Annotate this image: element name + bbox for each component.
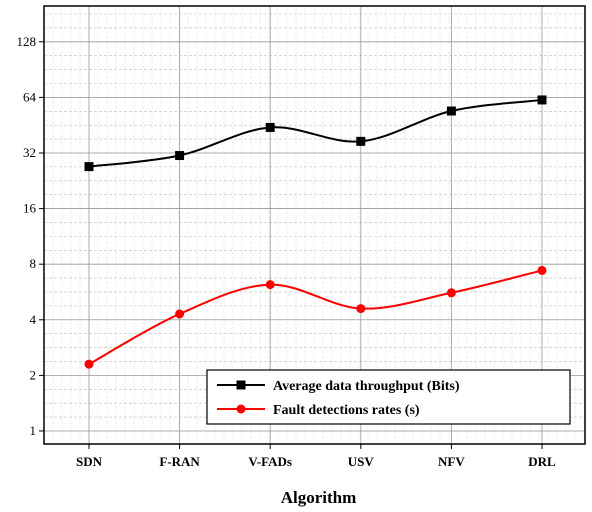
- series-line-1: [88, 98, 543, 168]
- x-tick-label: V-FADs: [248, 454, 292, 469]
- legend-label: Fault detections rates (s): [273, 403, 420, 418]
- data-point: [446, 288, 456, 298]
- data-point: [175, 309, 185, 319]
- y-tick-label: 16: [23, 201, 37, 216]
- legend-marker: [236, 404, 246, 414]
- plot-frame: [43, 5, 586, 445]
- legend-label: Average data throughput (Bits): [273, 379, 460, 394]
- data-point: [356, 304, 366, 314]
- y-tick-label: 64: [23, 89, 37, 104]
- x-tick-label: NFV: [438, 454, 465, 469]
- data-point: [84, 162, 94, 172]
- y-tick-label: 8: [30, 256, 37, 271]
- data-point: [537, 95, 547, 105]
- series-layer: [84, 95, 547, 369]
- y-tick-label: 4: [30, 312, 37, 327]
- x-axis-label: Algorithm: [281, 488, 357, 507]
- data-point: [446, 106, 456, 116]
- series-line-2: [88, 269, 543, 366]
- legend: Average data throughput (Bits) Fault dete…: [206, 369, 571, 425]
- data-point: [537, 265, 547, 275]
- y-tick-label: 128: [17, 34, 37, 49]
- x-tick-label: USV: [348, 454, 375, 469]
- x-tick-label: F-RAN: [159, 454, 200, 469]
- data-point: [265, 122, 275, 132]
- data-point: [175, 151, 185, 161]
- legend-box: [206, 369, 571, 425]
- y-tick-label: 2: [30, 367, 37, 382]
- y-axis: 1 2 4 8 16 32 64 128: [17, 34, 44, 438]
- y-tick-label: 32: [23, 145, 36, 160]
- legend-marker: [236, 380, 246, 390]
- x-tick-label: SDN: [76, 454, 103, 469]
- data-point: [356, 136, 366, 146]
- y-tick-label: 1: [30, 423, 37, 438]
- data-point: [265, 280, 275, 290]
- x-tick-label: DRL: [528, 454, 556, 469]
- data-point: [84, 359, 94, 369]
- x-axis: SDN F-RAN V-FADs USV NFV DRL: [76, 444, 556, 469]
